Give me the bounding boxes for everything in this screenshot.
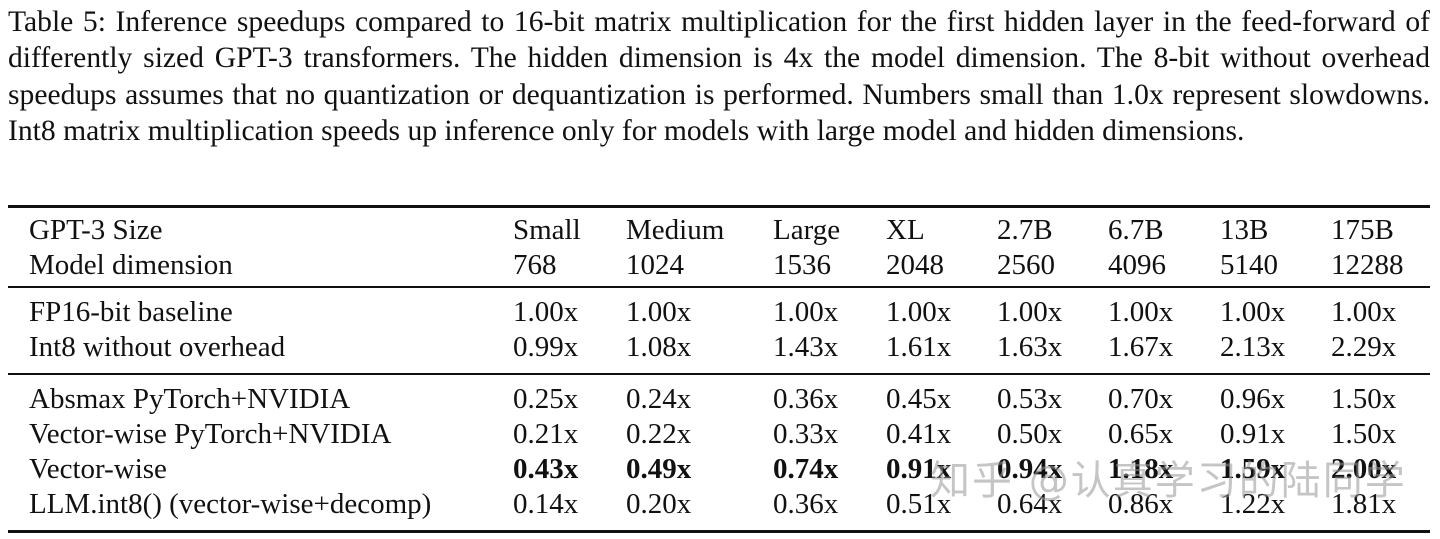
cell: 1.00x xyxy=(1331,296,1397,328)
cell: 0.43x xyxy=(513,453,579,485)
cell: 0.20x xyxy=(626,488,692,520)
cell: 0.86x xyxy=(1108,488,1174,520)
cell: 4096 xyxy=(1108,249,1166,281)
cell: 0.41x xyxy=(886,418,952,450)
table-row: Int8 without overhead 0.99x 1.08x 1.43x … xyxy=(0,329,1440,365)
cell: 2.13x xyxy=(1220,331,1286,363)
col-2-7b: 2.7B xyxy=(997,214,1053,246)
col-175b: 175B xyxy=(1331,214,1394,246)
bottom-rule xyxy=(8,530,1430,533)
cell: 0.74x xyxy=(773,453,839,485)
cell: 0.70x xyxy=(1108,383,1174,415)
cell: 1.00x xyxy=(886,296,952,328)
cell: 0.49x xyxy=(626,453,692,485)
cell: 0.45x xyxy=(886,383,952,415)
cell: 1.00x xyxy=(1108,296,1174,328)
cell: 0.65x xyxy=(1108,418,1174,450)
col-xl: XL xyxy=(886,214,925,246)
cell: 2560 xyxy=(997,249,1055,281)
header-row-size: GPT-3 Size Small Medium Large XL 2.7B 6.… xyxy=(0,212,1440,248)
mid-rule xyxy=(8,286,1430,288)
cell: 0.53x xyxy=(997,383,1063,415)
cell: 0.36x xyxy=(773,383,839,415)
cell: 1.00x xyxy=(1220,296,1286,328)
cell: 768 xyxy=(513,249,557,281)
cell: 1.81x xyxy=(1331,488,1397,520)
cell: 1.59x xyxy=(1220,453,1286,485)
cell: 0.91x xyxy=(886,453,952,485)
cell: 0.24x xyxy=(626,383,692,415)
col-small: Small xyxy=(513,214,581,246)
row-label: Model dimension xyxy=(29,249,233,281)
table-row-highlight: Vector-wise 0.43x 0.49x 0.74x 0.91x 0.94… xyxy=(0,451,1440,487)
table-row: FP16-bit baseline 1.00x 1.00x 1.00x 1.00… xyxy=(0,294,1440,330)
cell: 1536 xyxy=(773,249,831,281)
cell: 0.51x xyxy=(886,488,952,520)
cell: 0.21x xyxy=(513,418,579,450)
row-label: Vector-wise xyxy=(29,453,167,485)
col-medium: Medium xyxy=(626,214,725,246)
cell: 1.08x xyxy=(626,331,692,363)
cell: 12288 xyxy=(1331,249,1404,281)
row-label: Int8 without overhead xyxy=(29,331,286,363)
cell: 1.67x xyxy=(1108,331,1174,363)
cell: 1.63x xyxy=(997,331,1063,363)
cell: 1.00x xyxy=(626,296,692,328)
cell: 1.18x xyxy=(1108,453,1174,485)
col-large: Large xyxy=(773,214,841,246)
cell: 0.96x xyxy=(1220,383,1286,415)
cell: 0.22x xyxy=(626,418,692,450)
table-caption: Table 5: Inference speedups compared to … xyxy=(8,6,1430,148)
header-row-dim: Model dimension 768 1024 1536 2048 2560 … xyxy=(0,247,1440,283)
cell: 2048 xyxy=(886,249,944,281)
group-rule xyxy=(8,373,1430,375)
cell: 0.25x xyxy=(513,383,579,415)
col-6-7b: 6.7B xyxy=(1108,214,1164,246)
row-label: LLM.int8() (vector-wise+decomp) xyxy=(29,488,432,520)
cell: 0.91x xyxy=(1220,418,1286,450)
cell: 0.33x xyxy=(773,418,839,450)
row-label: GPT-3 Size xyxy=(29,214,163,246)
cell: 0.36x xyxy=(773,488,839,520)
cell: 1.43x xyxy=(773,331,839,363)
cell: 0.94x xyxy=(997,453,1063,485)
cell: 0.99x xyxy=(513,331,579,363)
row-label: Vector-wise PyTorch+NVIDIA xyxy=(29,418,392,450)
cell: 1024 xyxy=(626,249,684,281)
cell: 1.61x xyxy=(886,331,952,363)
row-label: Absmax PyTorch+NVIDIA xyxy=(29,383,351,415)
table-row: Vector-wise PyTorch+NVIDIA 0.21x 0.22x 0… xyxy=(0,416,1440,452)
table-row: LLM.int8() (vector-wise+decomp) 0.14x 0.… xyxy=(0,486,1440,522)
top-rule xyxy=(8,205,1430,208)
cell: 0.64x xyxy=(997,488,1063,520)
cell: 1.00x xyxy=(997,296,1063,328)
cell: 0.14x xyxy=(513,488,579,520)
cell: 1.50x xyxy=(1331,383,1397,415)
cell: 2.00x xyxy=(1331,453,1397,485)
cell: 5140 xyxy=(1220,249,1278,281)
cell: 1.00x xyxy=(773,296,839,328)
row-label: FP16-bit baseline xyxy=(29,296,233,328)
cell: 0.50x xyxy=(997,418,1063,450)
cell: 2.29x xyxy=(1331,331,1397,363)
cell: 1.22x xyxy=(1220,488,1286,520)
col-13b: 13B xyxy=(1220,214,1269,246)
cell: 1.50x xyxy=(1331,418,1397,450)
cell: 1.00x xyxy=(513,296,579,328)
table-row: Absmax PyTorch+NVIDIA 0.25x 0.24x 0.36x … xyxy=(0,381,1440,417)
